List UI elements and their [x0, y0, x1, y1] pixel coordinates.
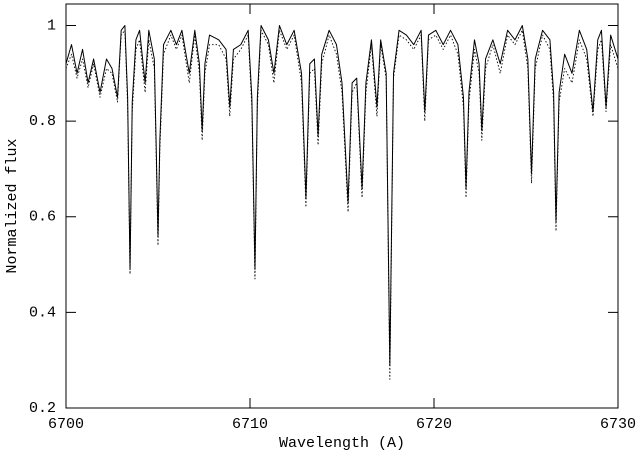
y-tick-label: 0.2 — [29, 400, 56, 417]
x-tick-label: 6730 — [600, 416, 636, 433]
x-axis-label: Wavelength (A) — [279, 435, 405, 452]
x-tick-label: 6700 — [48, 416, 84, 433]
y-tick-label: 1 — [47, 17, 56, 34]
x-tick-label: 6710 — [232, 416, 268, 433]
spectrum-line — [65, 25, 619, 366]
y-tick-label: 0.4 — [29, 304, 56, 321]
x-tick-label: 6720 — [416, 416, 452, 433]
spectrum-line — [65, 29, 619, 380]
y-axis-label: Normalized flux — [4, 138, 21, 273]
y-tick-label: 0.6 — [29, 209, 56, 226]
y-tick-label: 0.8 — [29, 113, 56, 130]
plot-frame — [65, 3, 619, 409]
